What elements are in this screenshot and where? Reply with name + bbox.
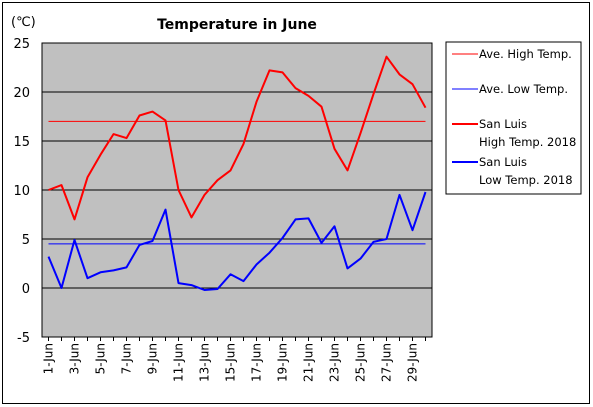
x-tick-label: 17-Jun [250, 343, 264, 382]
legend-label-2: Ave. Low Temp. [479, 82, 568, 96]
data-series [47, 55, 427, 291]
x-tick-label: 13-Jun [198, 343, 212, 382]
x-tick-label: 1-Jun [42, 343, 56, 374]
x-tick-label: 3-Jun [68, 343, 82, 374]
y-tick-label: 10 [13, 184, 30, 199]
legend: Ave. High Temp. Ave. Low Temp. San Luis Hig… [452, 47, 576, 187]
x-tick-label: 27-Jun [380, 343, 394, 382]
x-tick-label: 19-Jun [276, 343, 290, 382]
legend-label-4: San Luis [479, 155, 527, 169]
series-line-4 [47, 191, 427, 291]
x-tick-label: 21-Jun [302, 343, 316, 382]
legend-label-3: High Temp. 2018 [479, 135, 576, 149]
legend-label-1: Ave. High Temp. [479, 47, 572, 61]
x-tick-labels: 1-Jun 3-Jun 5-Jun 7-Jun 9-Jun 11-Jun 13-Jun 15-… [42, 337, 426, 382]
chart-title: Temperature in June [157, 17, 317, 33]
x-tick-label: 25-Jun [354, 343, 368, 382]
y-tick-label: 15 [13, 135, 30, 150]
gridlines [42, 91, 432, 289]
y-tick-labels: -5 0 5 10 15 20 25 [13, 37, 30, 346]
x-tick-label: 15-Jun [224, 343, 238, 382]
x-tick-label: 29-Jun [406, 343, 420, 382]
y-tick-label: 0 [22, 282, 30, 297]
y-tick-label: -5 [17, 331, 30, 346]
x-tick-label: 11-Jun [172, 343, 186, 382]
legend-box [445, 41, 582, 195]
legend-label-4: Low Temp. 2018 [479, 173, 573, 187]
series-line-3 [48, 55, 427, 221]
x-tick-label: 23-Jun [328, 343, 342, 382]
y-tick-label: 25 [13, 37, 30, 52]
x-tick-label: 7-Jun [120, 343, 134, 374]
y-tick-label: 20 [13, 86, 30, 101]
y-tick-label: 5 [22, 233, 30, 248]
y-axis-unit: (℃) [11, 15, 36, 30]
x-tick-label: 5-Jun [94, 343, 108, 374]
x-tick-label: 9-Jun [146, 343, 160, 374]
legend-label-3: San Luis [479, 117, 527, 131]
